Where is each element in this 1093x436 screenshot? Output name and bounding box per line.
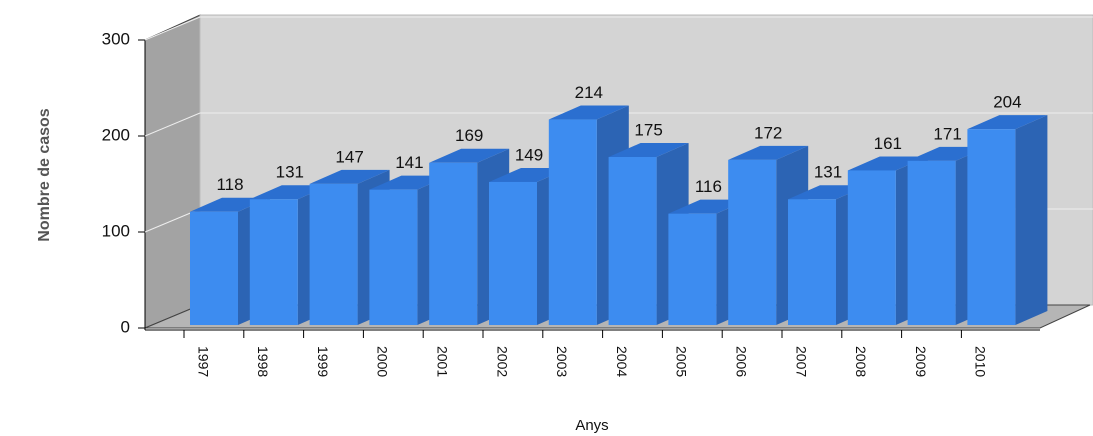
bar-top xyxy=(548,105,629,120)
y-tick-label: 300 xyxy=(102,29,130,48)
bar-top xyxy=(967,115,1048,130)
bar xyxy=(548,119,597,325)
data-label: 204 xyxy=(993,93,1021,112)
data-label: 169 xyxy=(455,126,483,145)
data-label: 172 xyxy=(754,123,782,142)
x-tick-label: 1999 xyxy=(315,346,331,377)
bar xyxy=(788,199,836,325)
data-label: 118 xyxy=(216,175,243,194)
x-tick-label: 2010 xyxy=(973,346,989,377)
bar xyxy=(967,129,1016,325)
data-label: 116 xyxy=(695,177,722,196)
grid-line xyxy=(144,112,201,137)
x-tick-label: 1998 xyxy=(255,346,271,377)
data-label: 161 xyxy=(874,134,902,153)
data-label: 149 xyxy=(515,145,543,164)
data-label: 131 xyxy=(814,163,842,182)
x-tick-label: 2008 xyxy=(853,346,869,377)
bar xyxy=(369,189,418,325)
bar xyxy=(489,181,537,325)
y-tick-label: 0 xyxy=(121,317,130,336)
bar-top xyxy=(847,156,928,171)
x-tick-label: 2006 xyxy=(733,346,749,377)
x-tick-label: 2007 xyxy=(793,346,809,377)
bar-top xyxy=(309,169,390,184)
bar-top xyxy=(608,143,689,157)
data-label: 131 xyxy=(276,163,304,182)
y-axis-title: Nombre de casos xyxy=(36,108,53,241)
bar xyxy=(668,213,717,325)
x-tick-label: 2002 xyxy=(494,346,510,377)
bar-top xyxy=(429,148,510,163)
data-label: 141 xyxy=(395,153,423,172)
x-tick-label: 2001 xyxy=(434,346,450,377)
x-tick-label: 2009 xyxy=(913,346,929,377)
bar-side xyxy=(1015,115,1048,325)
data-label: 171 xyxy=(933,124,961,143)
grid-line xyxy=(144,16,201,41)
bar xyxy=(309,183,358,325)
bar xyxy=(608,157,657,325)
x-tick-label: 1997 xyxy=(195,346,211,377)
data-label: 214 xyxy=(575,83,603,102)
bar xyxy=(728,159,777,325)
bar-top xyxy=(728,145,809,160)
data-label: 147 xyxy=(335,147,363,166)
bar xyxy=(190,211,238,325)
x-tick-label: 2003 xyxy=(554,346,570,377)
x-tick-label: 2000 xyxy=(375,346,391,377)
bar xyxy=(429,162,478,325)
y-tick-label: 200 xyxy=(102,125,130,144)
x-axis-title: Anys xyxy=(575,417,608,434)
x-tick-label: 2004 xyxy=(614,346,630,377)
bar xyxy=(907,160,956,325)
y-tick-label: 100 xyxy=(102,221,130,240)
data-label: 175 xyxy=(634,120,662,139)
bar xyxy=(249,199,298,325)
x-tick-label: 2005 xyxy=(674,346,690,377)
bar xyxy=(847,170,896,325)
